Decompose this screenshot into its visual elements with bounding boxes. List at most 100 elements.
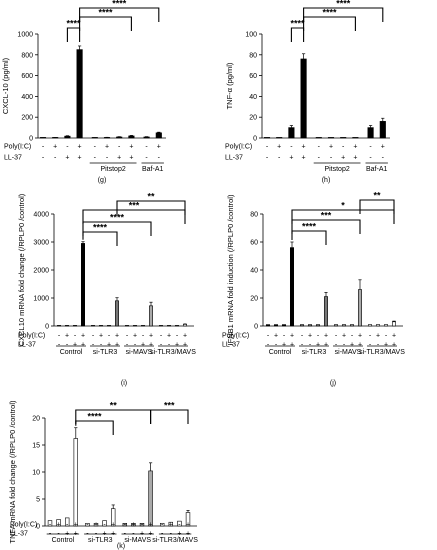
significance-label: **** xyxy=(66,19,81,29)
sign-poly-ic: + xyxy=(129,144,133,151)
sign-poly-ic: + xyxy=(53,144,57,151)
sign-ll37: + xyxy=(353,155,357,162)
group-label: Baf-A1 xyxy=(142,166,164,173)
y-tick-label: 40 xyxy=(249,94,257,101)
bar xyxy=(323,296,328,327)
sign-ll37: - xyxy=(266,155,269,162)
significance-label: *** xyxy=(129,201,140,211)
sign-ll37: - xyxy=(335,342,338,349)
sign-ll37: - xyxy=(145,155,148,162)
sign-poly-ic: + xyxy=(99,333,103,340)
sign-poly-ic: + xyxy=(290,333,294,340)
bar xyxy=(56,325,61,327)
sign-poly-ic: - xyxy=(290,144,293,151)
bar xyxy=(175,325,180,327)
row-label-ll37: LL-37 xyxy=(222,342,240,349)
row-label-poly-ic: Poly(I:C) xyxy=(18,333,45,340)
panel-label: (k) xyxy=(117,543,125,550)
sign-poly-ic: - xyxy=(74,333,77,340)
sign-poly-ic: + xyxy=(131,522,135,529)
bar xyxy=(333,324,338,327)
significance-label: **** xyxy=(87,412,102,422)
sign-poly-ic: - xyxy=(42,144,45,151)
sign-ll37: - xyxy=(158,155,161,162)
bar xyxy=(263,137,271,139)
group-label: si-TLR3 xyxy=(88,537,113,544)
sign-ll37: - xyxy=(92,342,95,349)
sign-poly-ic: + xyxy=(149,333,153,340)
y-axis-label: CXCL10 mRNA fold change (/RPLP0 /control… xyxy=(17,193,26,346)
significance-label: * xyxy=(341,201,345,211)
sign-poly-ic: + xyxy=(167,333,171,340)
sign-poly-ic: - xyxy=(176,333,179,340)
bar xyxy=(102,520,107,527)
significance-bracket xyxy=(82,209,186,224)
sign-poly-ic: + xyxy=(308,333,312,340)
sign-poly-ic: + xyxy=(392,333,396,340)
sign-poly-ic: + xyxy=(274,333,278,340)
sign-poly-ic: + xyxy=(111,522,115,529)
sign-ll37: + xyxy=(392,342,396,349)
sign-ll37: + xyxy=(350,342,354,349)
sign-ll37: + xyxy=(149,342,153,349)
bar xyxy=(340,137,347,139)
sign-ll37: + xyxy=(302,155,306,162)
bar xyxy=(167,325,172,327)
sign-poly-ic: + xyxy=(74,522,78,529)
sign-ll37: + xyxy=(289,155,293,162)
sign-poly-ic: - xyxy=(108,333,111,340)
significance-label: *** xyxy=(321,211,332,221)
bar xyxy=(65,325,70,327)
sign-poly-ic: + xyxy=(277,144,281,151)
bar xyxy=(122,522,128,527)
sign-ll37: + xyxy=(316,342,320,349)
sign-poly-ic: + xyxy=(57,522,61,529)
sign-ll37: - xyxy=(54,155,57,162)
significance-label: **** xyxy=(93,223,108,233)
sign-poly-ic: - xyxy=(385,333,388,340)
bar xyxy=(379,121,386,139)
significance-bracket xyxy=(359,199,395,214)
sign-ll37: - xyxy=(278,155,281,162)
sign-poly-ic: - xyxy=(142,333,145,340)
group-label: si-TLR3/MAVS xyxy=(152,537,198,544)
significance-bracket xyxy=(75,420,114,435)
y-tick-label: 800 xyxy=(21,52,33,59)
sign-poly-ic: - xyxy=(118,144,121,151)
y-tick-label: 600 xyxy=(21,73,33,80)
y-tick-label: 5 xyxy=(36,497,40,504)
sign-poly-ic: + xyxy=(149,522,153,529)
bar xyxy=(107,325,112,327)
sign-poly-ic: - xyxy=(335,333,338,340)
sign-poly-ic: - xyxy=(351,333,354,340)
group-label: si-MAVS xyxy=(335,349,362,356)
bar xyxy=(177,520,182,527)
significance-bracket xyxy=(79,7,160,22)
bar xyxy=(265,324,270,327)
sign-poly-ic: + xyxy=(329,144,333,151)
sign-poly-ic: - xyxy=(58,333,61,340)
y-tick-label: 1000 xyxy=(17,32,33,39)
sign-ll37: - xyxy=(134,342,137,349)
sign-ll37: - xyxy=(42,155,45,162)
sign-ll37: + xyxy=(115,342,119,349)
significance-label: **** xyxy=(336,0,351,9)
sign-poly-ic: + xyxy=(157,144,161,151)
significance-label: **** xyxy=(290,19,305,29)
y-tick-label: 20 xyxy=(250,296,258,303)
significance-label: **** xyxy=(302,222,317,232)
bar xyxy=(183,324,188,327)
sign-poly-ic: + xyxy=(376,333,380,340)
bar xyxy=(143,136,150,139)
sign-poly-ic: - xyxy=(283,333,286,340)
sign-poly-ic: + xyxy=(78,144,82,151)
bar xyxy=(131,522,136,527)
bar xyxy=(367,324,372,327)
group-label: Baf-A1 xyxy=(366,166,388,173)
sign-ll37: + xyxy=(73,342,77,349)
bar xyxy=(141,325,146,327)
bar xyxy=(128,135,135,139)
sign-ll37: + xyxy=(358,342,362,349)
